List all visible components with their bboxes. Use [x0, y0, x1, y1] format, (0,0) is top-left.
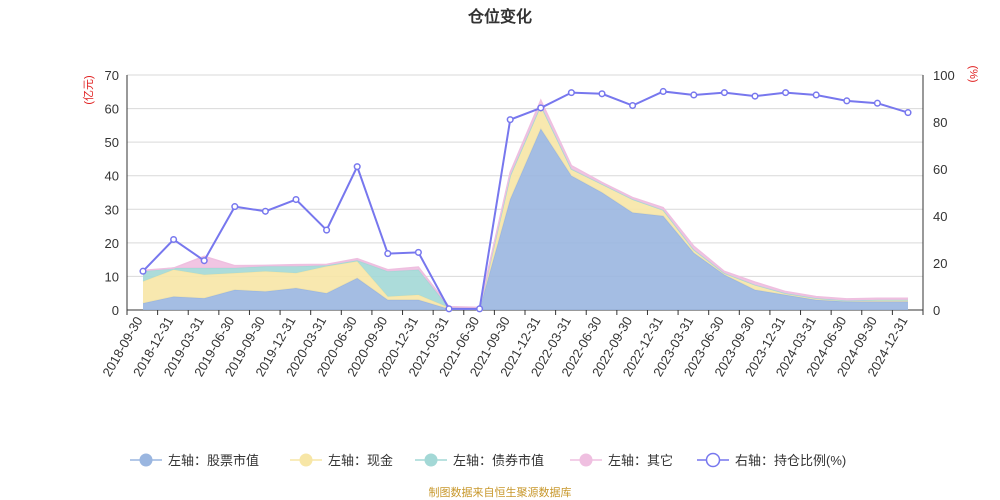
legend-label: 右轴：持仓比例(%): [735, 453, 846, 468]
ratio-point: [904, 109, 912, 117]
legend: 左轴：股票市值 左轴：现金 左轴：债券市值 左轴：其它 右轴：持仓比例(%): [130, 452, 846, 468]
chart-title: 仓位变化: [467, 7, 532, 26]
ratio-point: [659, 87, 667, 95]
legend-swatch: [424, 453, 438, 467]
right-axis-unit: (%): [967, 65, 979, 82]
legend-swatch: [139, 453, 153, 467]
left-axis-tick-label: 50: [105, 135, 119, 150]
ratio-point: [843, 97, 851, 105]
right-axis-tick-label: 20: [933, 256, 947, 271]
legend-label: 左轴：现金: [328, 453, 393, 468]
left-axis-tick-label: 20: [105, 236, 119, 251]
left-axis-tick-label: 10: [105, 269, 119, 284]
ratio-point: [200, 257, 208, 265]
right-axis-tick-label: 0: [933, 303, 940, 318]
ratio-point: [170, 235, 178, 244]
ratio-point: [690, 91, 698, 99]
ratio-point: [720, 89, 728, 97]
ratio-point: [476, 305, 484, 313]
ratio-point: [873, 99, 881, 107]
right-axis-tick-label: 80: [933, 115, 947, 130]
ratio-point: [537, 104, 545, 112]
ratio-point: [292, 196, 300, 204]
left-axis-tick-label: 0: [112, 303, 119, 318]
position-ratio-line: [139, 87, 912, 313]
left-axis-tick-label: 30: [105, 202, 119, 217]
legend-label: 左轴：其它: [608, 453, 673, 468]
right-axis-tick-label: 40: [933, 209, 947, 224]
left-axis-unit: (亿元): [82, 75, 95, 104]
ratio-point: [812, 91, 820, 99]
legend-label: 左轴：股票市值: [168, 453, 259, 468]
left-axis-tick-label: 60: [105, 102, 119, 117]
ratio-point: [751, 92, 759, 100]
ratio-line: [142, 90, 909, 310]
source-note: 制图数据来自恒生聚源数据库: [429, 485, 572, 499]
area-series-1: [143, 128, 908, 310]
ratio-point: [231, 203, 239, 211]
ratio-point: [598, 90, 606, 98]
legend-swatch: [705, 452, 721, 468]
ratio-point: [323, 226, 331, 234]
left-axis-tick-label: 70: [105, 68, 119, 83]
right-axis-tick-label: 60: [933, 162, 947, 177]
left-axis-tick-label: 40: [105, 169, 119, 184]
ratio-point: [353, 163, 361, 171]
ratio-point: [384, 250, 392, 258]
ratio-point: [629, 102, 637, 110]
ratio-point: [445, 305, 453, 313]
stacked-areas: [142, 98, 908, 310]
ratio-point: [414, 248, 422, 256]
area-series-2: [143, 105, 908, 309]
area-series-edge-4: [142, 98, 908, 309]
ratio-point: [567, 89, 575, 97]
ratio-point: [139, 267, 147, 275]
legend-swatch: [299, 453, 313, 467]
legend-swatch: [579, 453, 593, 467]
ratio-point: [506, 116, 514, 124]
legend-label: 左轴：债券市值: [453, 453, 544, 468]
right-axis-tick-label: 100: [933, 68, 955, 83]
ratio-point: [782, 89, 790, 97]
ratio-point: [261, 207, 269, 215]
